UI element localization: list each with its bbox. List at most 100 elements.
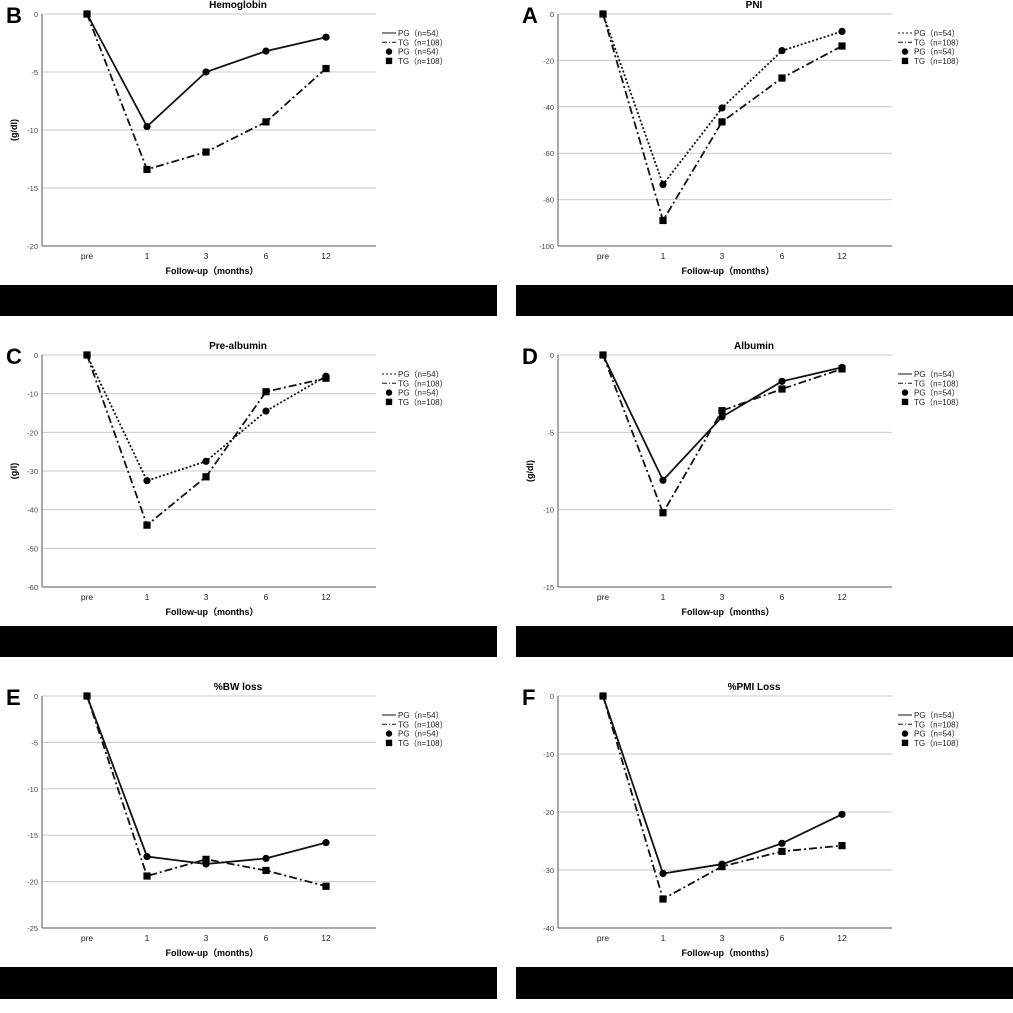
x-tick-label: pre <box>81 251 94 261</box>
x-axis-label: Follow-up（months） <box>682 266 775 276</box>
tg-point <box>262 388 270 396</box>
x-tick-label: pre <box>597 251 610 261</box>
y-tick-label: -20 <box>27 242 38 251</box>
legend-label: TG（n=108） <box>914 720 964 729</box>
panel-d: D 0 -5 -10 -15 pre 1 3 6 12 Albumin Follow-up（mont… <box>516 341 1013 672</box>
y-tick-label: -10 <box>27 126 38 135</box>
legend-label: TG（n=108） <box>398 57 448 66</box>
tg-series-line <box>86 13 327 171</box>
legend-label: PG（n=54） <box>914 711 960 720</box>
x-tick-label: 12 <box>837 592 847 602</box>
pg-series-line <box>86 695 327 865</box>
legend-label: PG（n=54） <box>914 370 960 379</box>
tg-point <box>778 847 786 856</box>
pg-point <box>778 839 786 847</box>
y-axis-label: (g/dl) <box>525 460 535 482</box>
pg-point <box>143 477 151 485</box>
y-tick-label: -100 <box>539 242 554 251</box>
tg-point <box>202 148 210 156</box>
y-tick-label: 0 <box>34 10 38 19</box>
pg-point <box>778 377 786 385</box>
y-tick-label: -10 <box>27 390 38 399</box>
chart-title: Hemoglobin <box>209 0 267 11</box>
y-tick-label: -20 <box>543 56 554 65</box>
panel-f: F 0 -10 -20 -30 -40 pre 1 3 6 12 %PMI Loss Follow-u… <box>516 682 1013 1013</box>
legend-tg-marker <box>385 739 393 747</box>
x-tick-label: 3 <box>204 251 209 261</box>
tg-point <box>83 10 91 18</box>
chart-title: %PMI Loss <box>728 682 781 693</box>
legend-label: PG（n=54） <box>914 29 960 38</box>
y-tick-label: 0 <box>34 351 38 360</box>
y-tick-label: -25 <box>27 924 38 933</box>
legend-pg-marker <box>385 730 393 737</box>
tg-point <box>659 895 667 903</box>
x-tick-label: 3 <box>720 592 725 602</box>
panel-a: A 0 -20 -40 -60 -80 -100 pre 1 3 6 12 PNI Follow-up（… <box>516 0 1013 331</box>
tg-point <box>718 118 726 126</box>
pg-point <box>202 68 210 76</box>
panel-letter: C <box>6 344 22 369</box>
x-tick-label: pre <box>81 933 94 943</box>
legend-label: PG（n=54） <box>398 48 444 57</box>
pg-point <box>262 47 270 55</box>
legend-label: TG（n=108） <box>914 739 964 748</box>
legend-label: TG（n=108） <box>914 57 964 66</box>
y-tick-label: -15 <box>543 583 554 592</box>
tg-series-line <box>86 354 327 527</box>
chart-title: Albumin <box>734 341 774 352</box>
panel-letter: B <box>6 3 22 28</box>
x-axis-label: Follow-up（months） <box>682 607 775 617</box>
tg-point <box>202 855 210 863</box>
x-tick-label: pre <box>597 933 610 943</box>
black-bar <box>0 285 497 316</box>
tg-point <box>778 74 786 82</box>
y-tick-label: -10 <box>543 750 554 759</box>
x-tick-label: 12 <box>321 592 331 602</box>
x-tick-label: 3 <box>204 933 209 943</box>
y-tick-label: -40 <box>543 924 554 933</box>
tg-point <box>83 351 91 359</box>
chart-title: %BW loss <box>214 682 263 693</box>
x-tick-label: 6 <box>264 592 269 602</box>
y-tick-label: 0 <box>550 351 554 360</box>
y-tick-label: -40 <box>543 103 554 112</box>
x-tick-label: 6 <box>780 933 785 943</box>
y-tick-label: -10 <box>27 785 38 794</box>
pg-point <box>143 852 151 861</box>
legend-pg-marker <box>901 48 909 55</box>
tg-series-line <box>602 354 843 515</box>
legend-tg-marker <box>901 398 909 406</box>
y-tick-label: 0 <box>550 10 554 19</box>
legend-label: TG（n=108） <box>398 739 448 748</box>
y-tick-label: -60 <box>27 583 38 592</box>
tg-point <box>322 882 330 890</box>
x-tick-label: 3 <box>720 251 725 261</box>
pg-point <box>322 33 330 41</box>
y-axis-label: (g/dl) <box>9 119 19 141</box>
pg-series-line <box>602 695 843 875</box>
legend-label: PG（n=54） <box>398 711 444 720</box>
pg-point <box>262 854 270 862</box>
tg-point <box>718 407 726 415</box>
x-tick-label: pre <box>81 592 94 602</box>
pg-point <box>659 869 667 878</box>
x-tick-label: 12 <box>321 933 331 943</box>
legend-label: TG（n=108） <box>914 38 964 47</box>
legend-label: PG（n=54） <box>914 389 960 398</box>
y-tick-label: 0 <box>34 692 38 701</box>
pg-series-line <box>602 13 843 187</box>
y-tick-label: -30 <box>27 467 38 476</box>
panel-letter: E <box>6 685 21 710</box>
tg-point <box>838 42 846 50</box>
legend-pg-marker <box>901 730 909 737</box>
legend-label: PG（n=54） <box>398 29 444 38</box>
x-tick-label: 1 <box>145 933 150 943</box>
tg-point <box>599 10 607 18</box>
x-tick-label: 3 <box>204 592 209 602</box>
y-tick-label: -80 <box>543 196 554 205</box>
panel-e: E 0 -5 -10 -15 -20 -25 pre 1 3 6 12 %BW loss Follow-… <box>0 682 497 1013</box>
legend-label: PG（n=54） <box>398 389 444 398</box>
y-tick-label: -20 <box>27 428 38 437</box>
panel-letter: F <box>522 685 536 710</box>
